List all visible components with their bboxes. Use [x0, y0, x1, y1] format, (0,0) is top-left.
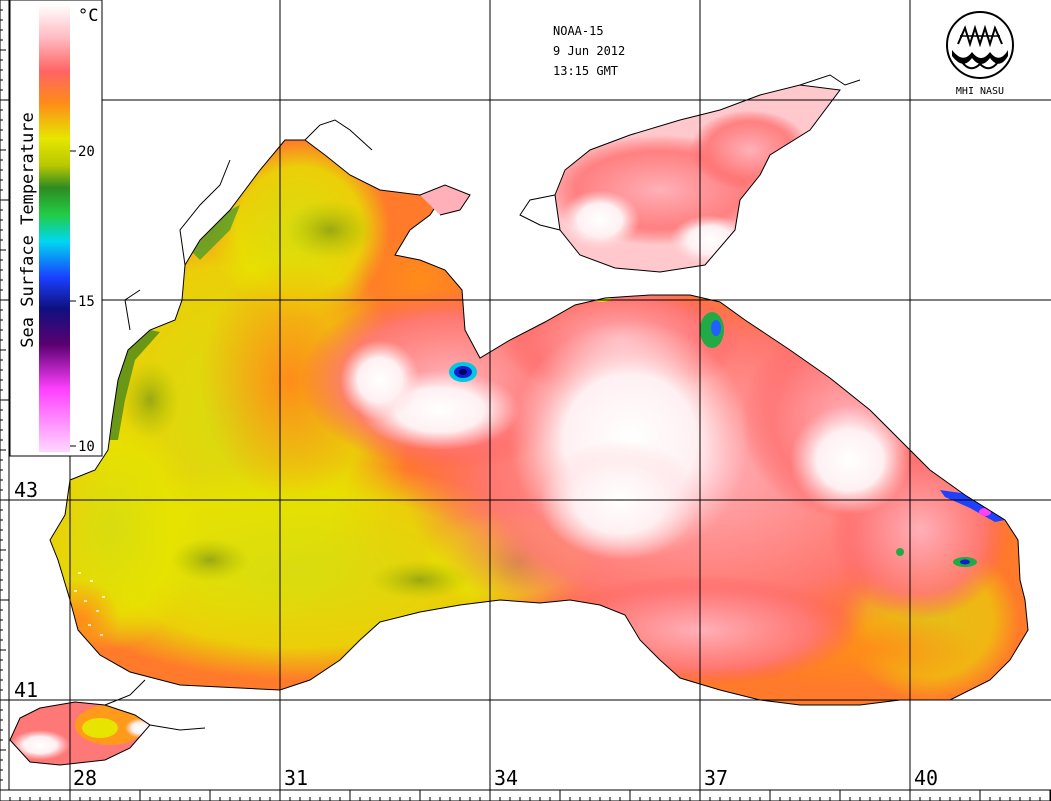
pass-date: 9 Jun 2012	[553, 44, 625, 58]
lon-label-28: 28	[73, 766, 97, 790]
lat-label-41: 41	[14, 678, 38, 702]
logo-text: MHI NASU	[956, 86, 1004, 97]
lon-label-34: 34	[494, 766, 518, 790]
latitude-labels: 43 41	[14, 478, 38, 702]
longitude-labels: 28 31 34 37 40	[73, 766, 938, 790]
legend: °C Sea Surface Temperature 20 15 10	[9, 0, 103, 457]
left-ruler	[0, 0, 10, 791]
legend-tick-10: 10	[78, 439, 95, 455]
bottom-ruler	[0, 789, 1051, 801]
legend-tick-20: 20	[78, 144, 95, 160]
lon-label-37: 37	[704, 766, 728, 790]
legend-title: Sea Surface Temperature	[18, 112, 38, 347]
legend-tick-15: 15	[78, 294, 95, 310]
mhi-nasu-emblem-icon	[946, 11, 1014, 79]
legend-colorbar	[39, 4, 70, 452]
mhi-nasu-logo: MHI NASU	[946, 11, 1014, 97]
satellite-name: NOAA-15	[553, 24, 604, 38]
azov-sea-coastline	[554, 84, 841, 273]
legend-unit: °C	[78, 6, 98, 26]
pass-time: 13:15 GMT	[553, 64, 618, 78]
pass-info: NOAA-15 9 Jun 2012 13:15 GMT	[553, 24, 625, 78]
black-sea-coastline	[49, 139, 1029, 706]
lon-label-40: 40	[914, 766, 938, 790]
lon-label-31: 31	[284, 766, 308, 790]
marmara-sea-coastline	[9, 701, 151, 766]
lat-label-43: 43	[14, 478, 38, 502]
